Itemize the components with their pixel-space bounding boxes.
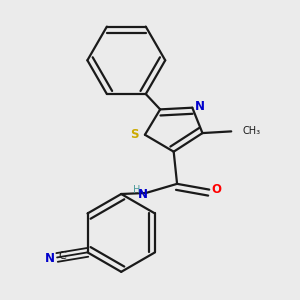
Text: N: N	[138, 188, 148, 201]
Text: C: C	[58, 251, 66, 261]
Text: N: N	[45, 252, 55, 265]
Text: S: S	[130, 128, 138, 141]
Text: O: O	[212, 183, 222, 196]
Text: H: H	[133, 184, 140, 195]
Text: CH₃: CH₃	[242, 126, 260, 136]
Text: N: N	[195, 100, 205, 113]
